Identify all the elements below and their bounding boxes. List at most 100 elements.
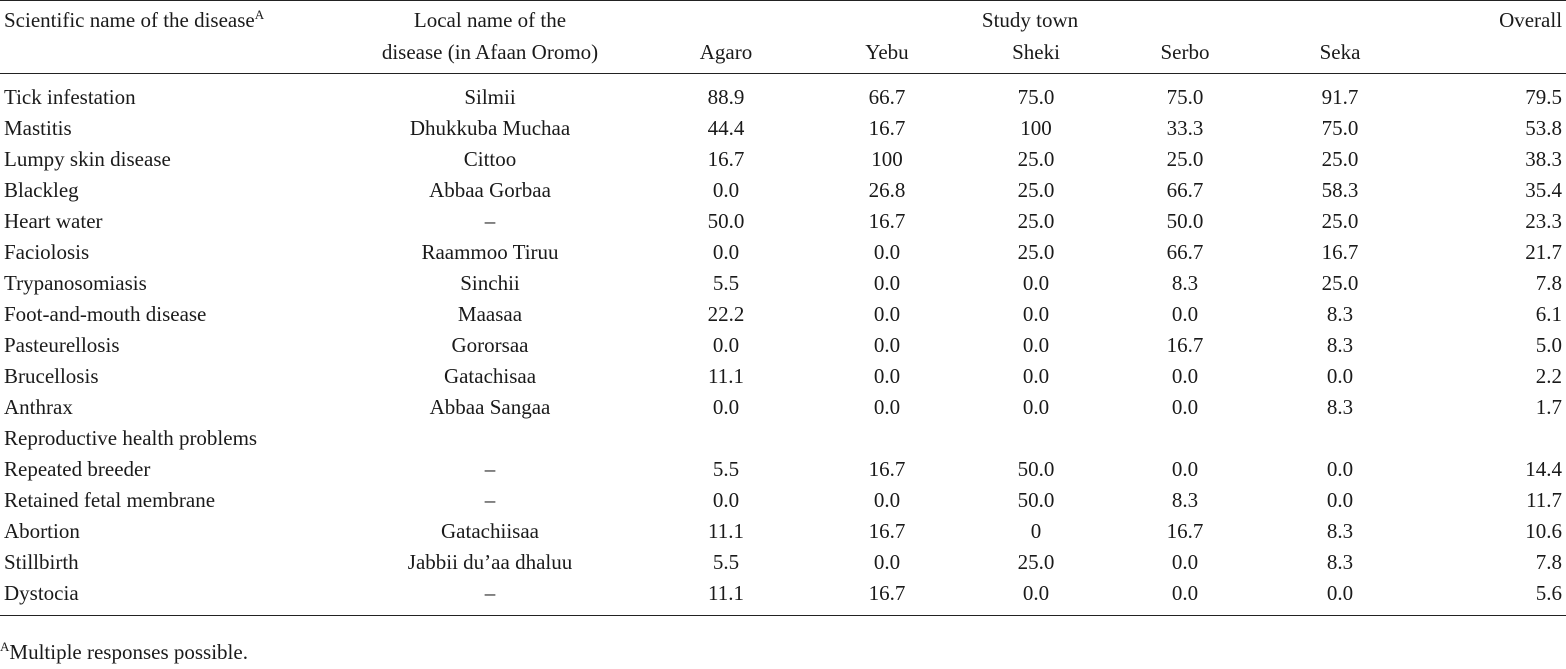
- cell-seka: 0.0: [1326, 364, 1354, 388]
- cell-scientific-name: Lumpy skin disease: [4, 147, 171, 171]
- cell-sheki: 25.0: [1017, 240, 1055, 264]
- cell-seka: 0.0: [1326, 488, 1354, 512]
- cell-overall: 53.8: [1525, 116, 1563, 140]
- table-body: Tick infestation Silmii 88.9 66.7 75.0 75.0 91…: [0, 74, 1566, 616]
- cell-yebu: 16.7: [868, 519, 906, 543]
- cell-seka: 8.3: [1326, 302, 1354, 326]
- cell-overall: 2.2: [1535, 364, 1563, 388]
- cell-yebu: 0.0: [873, 302, 901, 326]
- cell-sheki: 0.0: [1022, 333, 1050, 357]
- cell-serbo: 0.0: [1171, 395, 1199, 419]
- cell-agaro: 0.0: [712, 178, 740, 202]
- cell-agaro: 88.9: [707, 85, 745, 109]
- cell-seka: 0.0: [1326, 581, 1354, 605]
- table-row: Faciolosis Raammoo Tiruu 0.0 0.0 25.0 66.7 16.…: [0, 237, 1566, 268]
- cell-sheki: 100: [1020, 116, 1052, 140]
- cell-local-name: Sinchii: [460, 271, 520, 295]
- cell-sheki: 50.0: [1017, 488, 1055, 512]
- table-row: Foot-and-mouth disease Maasaa 22.2 0.0 0.0 0.…: [0, 299, 1566, 330]
- cell-seka: 8.3: [1326, 519, 1354, 543]
- cell-scientific-name: Anthrax: [4, 395, 73, 419]
- table-row: Mastitis Dhukkuba Muchaa 44.4 16.7 100 33.3 75…: [0, 113, 1566, 144]
- cell-yebu: 0.0: [873, 333, 901, 357]
- cell-sheki: 0.0: [1022, 581, 1050, 605]
- cell-scientific-name: Foot-and-mouth disease: [4, 302, 207, 326]
- cell-scientific-name: Heart water: [4, 209, 103, 233]
- cell-seka: 0.0: [1326, 457, 1354, 481]
- cell-overall: 11.7: [1526, 488, 1563, 512]
- cell-scientific-name: Dystocia: [4, 581, 79, 605]
- cell-local-name: Gororsaa: [451, 333, 529, 357]
- table-row: Blackleg Abbaa Gorbaa 0.0 26.8 25.0 66.7 58.3 3…: [0, 175, 1566, 206]
- cell-agaro: 5.5: [712, 550, 740, 574]
- cell-serbo: 25.0: [1166, 147, 1204, 171]
- header-blank: [0, 37, 340, 74]
- cell-seka: 75.0: [1321, 116, 1359, 140]
- cell-serbo: 0.0: [1171, 364, 1199, 388]
- cell-agaro: 11.1: [708, 519, 744, 543]
- cell-local-name: Silmii: [464, 85, 516, 109]
- cell-agaro: 11.1: [708, 364, 744, 388]
- cell-serbo: 66.7: [1166, 178, 1204, 202]
- cell-yebu: 0.0: [873, 240, 901, 264]
- cell-serbo: 75.0: [1166, 85, 1204, 109]
- table-row: Anthrax Abbaa Sangaa 0.0 0.0 0.0 0.0 8.3 1.7: [0, 392, 1566, 423]
- cell-sheki: 0.0: [1022, 302, 1050, 326]
- cell-agaro: 0.0: [712, 395, 740, 419]
- cell-local-name: –: [484, 581, 496, 605]
- cell-seka: 8.3: [1326, 550, 1354, 574]
- cell-yebu: 0.0: [873, 395, 901, 419]
- cell-scientific-name: Retained fetal membrane: [4, 488, 216, 512]
- cell-overall: 7.8: [1535, 271, 1563, 295]
- table-row: Repeated breeder – 5.5 16.7 50.0 0.0 0.0 14.4: [0, 454, 1566, 485]
- cell-local-name: –: [484, 488, 496, 512]
- cell-sheki: 25.0: [1017, 550, 1055, 574]
- cell-seka: 25.0: [1321, 147, 1359, 171]
- cell-sheki: 25.0: [1017, 147, 1055, 171]
- cell-seka: 58.3: [1321, 178, 1359, 202]
- section-row: Reproductive health problems: [0, 423, 1566, 454]
- cell-yebu: 66.7: [868, 85, 906, 109]
- cell-yebu: 16.7: [868, 581, 906, 605]
- cell-serbo: 8.3: [1171, 488, 1199, 512]
- cell-local-name: –: [484, 457, 496, 481]
- cell-overall: 7.8: [1535, 550, 1563, 574]
- cell-overall: 6.1: [1535, 302, 1563, 326]
- cell-scientific-name: Trypanosomiasis: [4, 271, 147, 295]
- table-row: Pasteurellosis Gororsaa 0.0 0.0 0.0 16.7 8.3 5.…: [0, 330, 1566, 361]
- cell-seka: 8.3: [1326, 395, 1354, 419]
- cell-sheki: 50.0: [1017, 457, 1055, 481]
- cell-scientific-name: Blackleg: [4, 178, 79, 202]
- cell-agaro: 0.0: [712, 488, 740, 512]
- cell-agaro: 50.0: [707, 209, 745, 233]
- cell-overall: 23.3: [1525, 209, 1563, 233]
- cell-sheki: 75.0: [1017, 85, 1055, 109]
- cell-sheki: 25.0: [1017, 178, 1055, 202]
- table-header: Scientific name of the diseaseA Local na…: [0, 0, 1566, 74]
- cell-overall: 21.7: [1525, 240, 1563, 264]
- header-local-name-line2: disease (in Afaan Oromo): [381, 40, 599, 64]
- cell-overall: 10.6: [1525, 519, 1563, 543]
- cell-serbo: 50.0: [1166, 209, 1204, 233]
- table-footnote: AMultiple responses possible.: [0, 638, 248, 666]
- header-blank-overall: [1420, 37, 1566, 74]
- header-overall: Overall: [1499, 8, 1563, 32]
- table-row: Abortion Gatachiisaa 11.1 16.7 0 16.7 8.3 10.6: [0, 516, 1566, 547]
- cell-local-name: Jabbii du’aa dhaluu: [407, 550, 573, 574]
- cell-local-name: Abbaa Gorbaa: [429, 178, 551, 202]
- cell-agaro: 0.0: [712, 240, 740, 264]
- cell-serbo: 8.3: [1171, 271, 1199, 295]
- cell-yebu: 0.0: [873, 550, 901, 574]
- cell-yebu: 100: [871, 147, 903, 171]
- header-town-seka: Seka: [1319, 40, 1361, 64]
- header-town-agaro: Agaro: [699, 40, 753, 64]
- table-row: Brucellosis Gatachisaa 11.1 0.0 0.0 0.0 0.0 2.2: [0, 361, 1566, 392]
- header-local-name-line1: Local name of the: [413, 8, 567, 32]
- cell-scientific-name: Mastitis: [4, 116, 72, 140]
- cell-yebu: 0.0: [873, 364, 901, 388]
- section-label: Reproductive health problems: [4, 426, 258, 450]
- cell-serbo: 66.7: [1166, 240, 1204, 264]
- cell-seka: 16.7: [1321, 240, 1359, 264]
- footnote-text: Multiple responses possible.: [9, 640, 248, 664]
- header-scientific-name: Scientific name of the diseaseA: [4, 7, 265, 32]
